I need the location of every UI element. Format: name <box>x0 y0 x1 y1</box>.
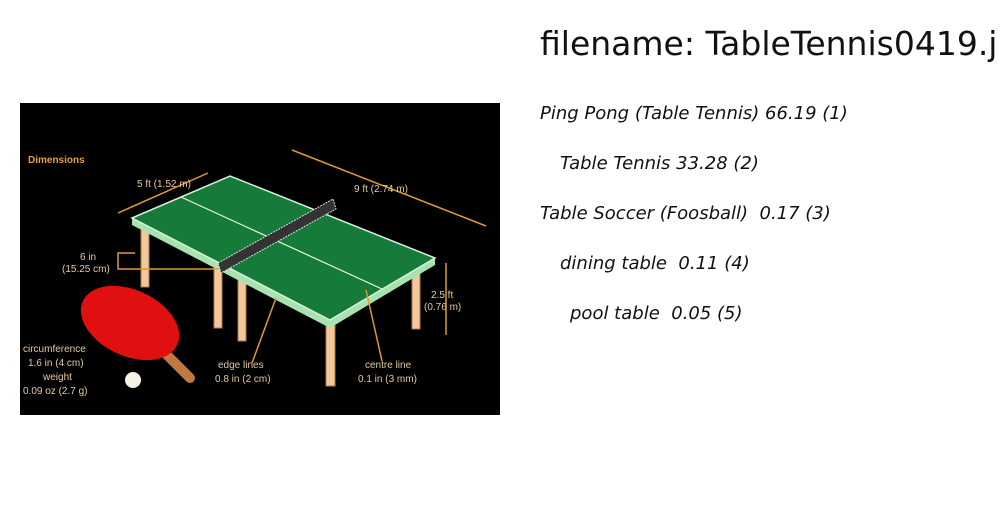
image-label: weight <box>42 372 72 383</box>
prediction: dining table 0.11 (4) <box>560 253 750 274</box>
image-label: 1.6 in (4 cm) <box>28 358 84 369</box>
image-label: (0.76 m) <box>424 302 461 313</box>
image-label: 5 ft (1.52 m) <box>137 179 191 190</box>
image-label: edge lines <box>218 360 264 371</box>
prediction: Table Soccer (Foosball) 0.17 (3) <box>540 203 831 224</box>
prediction: Ping Pong (Table Tennis) 66.19 (1) <box>540 103 848 124</box>
filename: filename: TableTennis0419.jpg <box>540 24 1000 63</box>
image: Dimensions 5 ft (1.52 m) 9 ft (2.74 m) 6… <box>20 103 500 415</box>
image-label: 0.09 oz (2.7 g) <box>23 386 87 397</box>
image-label: (15.25 cm) <box>62 264 110 275</box>
image-label: 0.8 in (2 cm) <box>215 374 271 385</box>
image-label: circumference <box>23 344 86 355</box>
image-label: 2.5 ft <box>431 290 453 301</box>
image-label: Dimensions <box>28 155 85 166</box>
image-label: 6 in <box>80 252 96 263</box>
image-label: 9 ft (2.74 m) <box>354 184 408 195</box>
image-label: 0.1 in (3 mm) <box>358 374 417 385</box>
prediction: Table Tennis 33.28 (2) <box>560 153 759 174</box>
prediction: pool table 0.05 (5) <box>570 303 743 324</box>
image-label: centre line <box>365 360 412 371</box>
